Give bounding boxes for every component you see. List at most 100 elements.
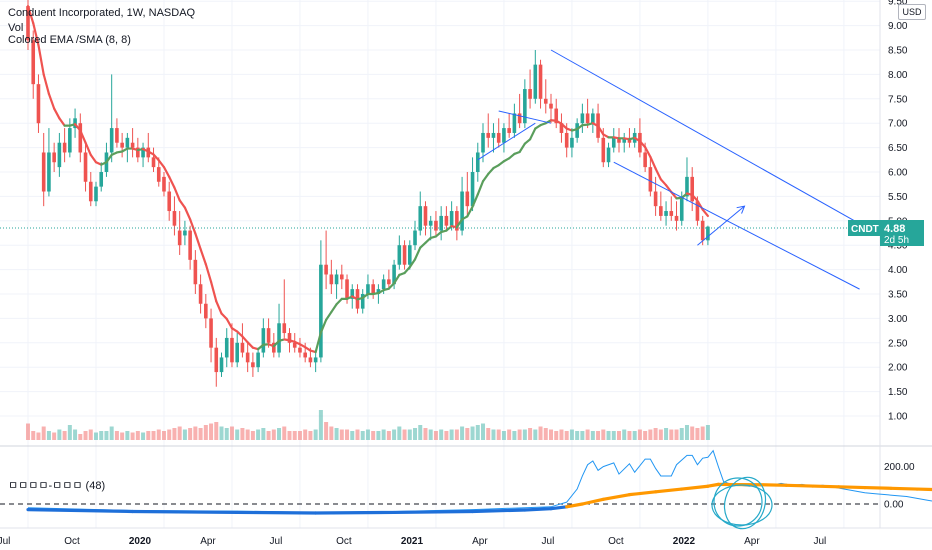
candle-body: [376, 289, 381, 294]
volume-bar: [684, 425, 689, 440]
ema-segment: [523, 138, 532, 145]
volume-bar: [78, 434, 83, 440]
volume-bar: [339, 429, 344, 440]
time-tick-label: Jul: [270, 536, 283, 547]
volume-bar: [601, 429, 606, 440]
time-tick-label: Oct: [608, 536, 624, 547]
volume-bar: [31, 431, 36, 440]
ema-segment: [408, 258, 417, 269]
currency-button[interactable]: USD: [898, 4, 926, 20]
osc-smooth-segment: [784, 483, 815, 488]
candle-body: [591, 113, 595, 124]
volume-bars: [26, 410, 710, 440]
oscillator-axis[interactable]: 200.00 0.00: [884, 462, 915, 510]
volume-bar: [125, 431, 130, 440]
price-tick-label: 9.50: [888, 0, 908, 8]
candle-body: [659, 206, 663, 216]
time-tick-label: Apr: [744, 536, 760, 547]
candle-body: [204, 303, 208, 319]
candle-body: [183, 230, 187, 236]
osc-smooth-segment: [565, 502, 584, 509]
volume-bar: [303, 429, 308, 440]
volume-bar: [569, 429, 574, 440]
candle-body: [444, 215, 449, 226]
osc-smooth-segment: [889, 486, 919, 491]
volume-bar: [287, 431, 292, 440]
volume-bar: [365, 429, 370, 440]
ema-segment: [79, 129, 87, 144]
volume-bar: [575, 431, 580, 440]
price-tick-label: 1.50: [888, 387, 908, 398]
candle-body: [617, 137, 621, 143]
ema-segment: [481, 172, 490, 183]
volume-bar: [193, 426, 198, 440]
channel-inner-bottom: [477, 122, 536, 161]
candle-body: [109, 128, 114, 153]
volume-bar: [146, 431, 151, 440]
ema-segment: [204, 263, 213, 283]
price-tick-label: 6.50: [888, 143, 908, 154]
ema-segment: [215, 300, 223, 315]
candle-body: [313, 357, 318, 363]
candle-body: [643, 152, 647, 168]
candle-body: [340, 274, 344, 280]
candle-body: [240, 342, 245, 353]
ema-segment: [654, 167, 662, 181]
ema-segment: [220, 312, 228, 320]
price-tick-label: 5.50: [888, 192, 908, 203]
candle-body: [292, 342, 297, 348]
price-tick-label: 3.50: [888, 290, 908, 301]
ema-segment: [189, 218, 197, 235]
channel-lower-line: [613, 161, 860, 290]
ema-segment: [560, 122, 568, 130]
candle-body: [664, 211, 668, 216]
candle-body: [277, 323, 281, 353]
candle-body: [130, 142, 135, 148]
volume-bar: [705, 425, 710, 440]
candle-body: [36, 84, 41, 124]
candle-body: [141, 147, 145, 158]
price-axis[interactable]: 9.509.008.508.007.507.006.506.005.505.00…: [888, 0, 908, 423]
volume-bar: [104, 431, 109, 440]
osc-smooth-segment: [580, 497, 605, 506]
candle-body: [491, 132, 496, 138]
candle-body: [528, 89, 532, 99]
time-axis[interactable]: Jul Oct 2020 Apr Jul Oct 2021 Apr Jul Oct 2022 Apr J…: [0, 536, 826, 547]
volume-bar: [67, 425, 72, 440]
ema-segment: [476, 180, 485, 196]
osc-smooth-segment: [470, 508, 527, 514]
candle-body: [371, 284, 375, 294]
candle-body: [167, 191, 172, 212]
ema-segment: [325, 310, 333, 321]
volume-bar: [554, 431, 559, 440]
volume-bar: [73, 429, 78, 440]
volume-bar: [26, 423, 30, 440]
volume-bar: [402, 429, 407, 440]
volume-bar: [57, 429, 62, 440]
ema-segment: [152, 153, 160, 162]
candle-body: [319, 264, 323, 358]
volume-bar: [475, 425, 480, 440]
osc-smooth-segment: [653, 487, 684, 494]
volume-bar: [679, 428, 684, 440]
volume-bar: [214, 422, 219, 440]
time-tick-label: Oct: [64, 536, 80, 547]
osc-smooth-segment: [314, 510, 396, 515]
volume-bar: [538, 426, 543, 440]
candle-body: [224, 337, 229, 358]
ema-segment: [199, 248, 207, 266]
volume-bar: [695, 428, 700, 440]
candle-body: [554, 108, 559, 124]
candle-body: [700, 220, 705, 241]
volume-bar: [517, 429, 522, 440]
candle-body: [251, 362, 255, 368]
forecast-arrow-head: [736, 205, 746, 214]
candle-body: [496, 132, 501, 143]
ema-segment: [194, 232, 202, 251]
candle-body: [94, 186, 98, 202]
candle-body: [88, 181, 93, 202]
ema-segment: [330, 303, 338, 314]
candle-body: [455, 211, 459, 231]
volume-bar: [161, 431, 166, 440]
